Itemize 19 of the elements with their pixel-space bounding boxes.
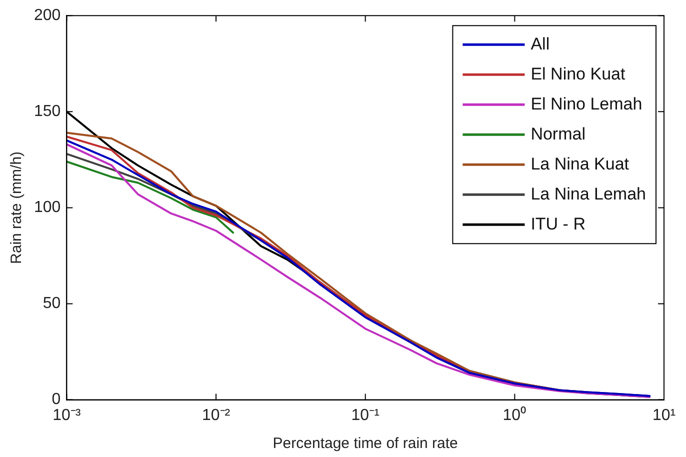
legend-label: La Nina Kuat (530, 154, 630, 174)
legend-label: El Nino Lemah (530, 94, 642, 114)
y-axis-title: Rain rate (mm/h) (8, 151, 26, 264)
legend-label: All (530, 34, 550, 54)
y-tick-label: 150 (34, 103, 61, 120)
legend-label: ITU - R (530, 214, 586, 234)
x-tick-label: 10⁻³ (52, 406, 82, 424)
x-tick-label: 10⁰ (502, 406, 527, 424)
legend-label: El Nino Kuat (530, 64, 626, 84)
x-tick-label: 10⁻² (202, 406, 231, 424)
x-tick-label: 10¹ (652, 406, 676, 424)
y-tick-label: 100 (34, 199, 61, 216)
x-tick-label: 10⁻¹ (351, 406, 380, 424)
x-axis-title: Percentage time of rain rate (272, 435, 458, 452)
legend-label: La Nina Lemah (530, 184, 646, 204)
y-tick-label: 200 (34, 7, 61, 24)
y-tick-label: 0 (52, 391, 61, 408)
y-tick-label: 50 (42, 295, 61, 312)
legend-label: Normal (530, 124, 586, 144)
